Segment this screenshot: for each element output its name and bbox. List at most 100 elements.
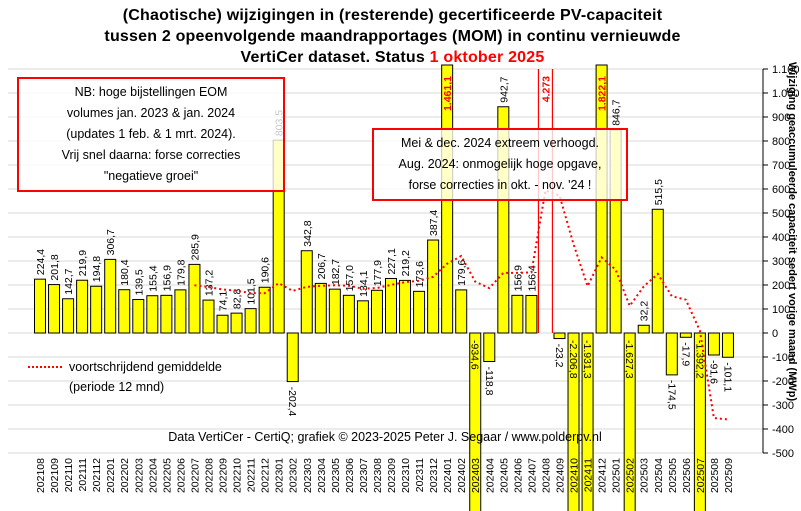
svg-text:202403: 202403: [470, 458, 482, 493]
svg-text:-1.627,3: -1.627,3: [623, 340, 635, 379]
svg-text:206,7: 206,7: [316, 253, 328, 279]
copyright-line: Data VertiCer - CertiQ; grafiek © 2023-2…: [168, 430, 602, 444]
chart-title-date: 1 oktober 2025: [429, 49, 545, 66]
svg-text:202212: 202212: [260, 458, 272, 493]
svg-text:202412: 202412: [597, 458, 609, 493]
svg-text:202411: 202411: [583, 458, 595, 492]
svg-text:Wijziging geaccumuleerde capac: Wijziging geaccumuleerde capaciteit sede…: [786, 62, 798, 401]
svg-text:-91,6: -91,6: [707, 360, 719, 384]
svg-text:202509: 202509: [723, 458, 735, 493]
svg-text:1.000: 1.000: [772, 88, 800, 100]
svg-text:173,6: 173,6: [414, 261, 426, 287]
svg-text:179,6: 179,6: [456, 259, 468, 285]
svg-text:202404: 202404: [484, 458, 496, 493]
svg-text:202303: 202303: [302, 458, 314, 493]
svg-text:227,1: 227,1: [386, 248, 398, 274]
svg-text:177,9: 177,9: [372, 260, 384, 286]
chart-title-line1: (Chaotische) wijzigingen in (resterende)…: [122, 7, 663, 24]
svg-text:182,7: 182,7: [330, 259, 342, 285]
svg-text:156,9: 156,9: [161, 265, 173, 291]
svg-text:-23,2: -23,2: [553, 344, 565, 368]
svg-text:179,8: 179,8: [175, 259, 187, 285]
svg-text:202305: 202305: [330, 458, 342, 493]
svg-text:-400: -400: [772, 424, 794, 436]
note-eom-line4: Vrij snel daarna: forse correcties: [61, 148, 241, 162]
svg-text:202111: 202111: [77, 458, 89, 492]
svg-text:202308: 202308: [372, 458, 384, 493]
svg-text:32,2: 32,2: [639, 301, 651, 322]
svg-text:202310: 202310: [400, 458, 412, 493]
note-2024-line2: Aug. 2024: onmogelijk hoge opgave,: [398, 157, 602, 171]
svg-text:134,1: 134,1: [358, 270, 370, 296]
svg-text:-101,1: -101,1: [721, 362, 733, 392]
note-2024-line3: forse correcties in okt. - nov. '24 !: [408, 178, 592, 192]
svg-text:387,4: 387,4: [428, 210, 440, 236]
note-2024-line1: Mei & dec. 2024 extreem verhoogd.: [400, 136, 600, 150]
svg-text:1.100: 1.100: [772, 64, 800, 76]
svg-text:100: 100: [772, 304, 790, 316]
svg-text:202108: 202108: [35, 458, 47, 493]
red-dotted-line-swatch: [28, 366, 62, 368]
svg-text:157,0: 157,0: [344, 265, 356, 291]
svg-text:219,9: 219,9: [77, 250, 89, 276]
svg-text:202406: 202406: [512, 458, 524, 493]
svg-text:180,4: 180,4: [119, 259, 131, 285]
chart-title-status: VertiCer dataset. Status: [240, 49, 430, 66]
svg-text:137,2: 137,2: [203, 270, 215, 296]
svg-text:-202,4: -202,4: [286, 387, 298, 417]
svg-text:202309: 202309: [386, 458, 398, 493]
note-eom-line3: (updates 1 feb. & 1 mrt. 2024).: [66, 127, 236, 141]
svg-text:202409: 202409: [554, 458, 566, 493]
chart-title: (Chaotische) wijzigingen in (resterende)…: [0, 5, 785, 68]
svg-text:202110: 202110: [63, 458, 75, 492]
svg-text:202307: 202307: [358, 458, 370, 493]
svg-text:-118,8: -118,8: [483, 367, 495, 396]
svg-text:202208: 202208: [203, 458, 215, 493]
svg-text:202109: 202109: [49, 458, 61, 493]
svg-text:202408: 202408: [540, 458, 552, 493]
svg-text:202202: 202202: [119, 458, 131, 493]
note-eom-line2: volumes jan. 2023 & jan. 2024: [66, 106, 236, 120]
svg-text:202204: 202204: [147, 458, 159, 493]
svg-text:224,4: 224,4: [35, 249, 47, 275]
svg-text:202410: 202410: [569, 458, 581, 493]
svg-text:202209: 202209: [218, 458, 230, 493]
svg-text:219,2: 219,2: [400, 250, 412, 276]
svg-text:101,5: 101,5: [246, 278, 258, 304]
svg-text:139,5: 139,5: [133, 269, 145, 295]
svg-text:82,8: 82,8: [232, 289, 244, 310]
svg-text:74,1: 74,1: [218, 291, 230, 312]
svg-text:202205: 202205: [161, 458, 173, 493]
svg-text:202306: 202306: [344, 458, 356, 493]
svg-text:155,4: 155,4: [147, 265, 159, 291]
svg-text:200: 200: [772, 280, 790, 292]
svg-text:202207: 202207: [189, 458, 201, 493]
svg-text:201,8: 201,8: [49, 254, 61, 280]
svg-text:202401: 202401: [442, 458, 454, 493]
svg-text:1.461,1: 1.461,1: [442, 76, 454, 111]
chart-title-line2: tussen 2 opeenvolgende maandrapportages …: [104, 28, 681, 45]
svg-text:202203: 202203: [133, 458, 145, 493]
svg-text:500: 500: [772, 208, 790, 220]
svg-text:600: 600: [772, 184, 790, 196]
svg-text:-200: -200: [772, 376, 794, 388]
svg-text:900: 900: [772, 112, 790, 124]
svg-text:202304: 202304: [316, 458, 328, 493]
legend-period: (periode 12 mnd): [69, 380, 165, 394]
note-box-eom: NB: hoge bijstellingen EOM volumes jan. …: [17, 77, 285, 192]
svg-text:156,9: 156,9: [512, 265, 524, 291]
svg-text:800: 800: [772, 136, 790, 148]
svg-text:202503: 202503: [639, 458, 651, 493]
svg-text:202504: 202504: [653, 458, 665, 493]
svg-text:202506: 202506: [681, 458, 693, 493]
svg-text:202508: 202508: [709, 458, 721, 493]
svg-text:202501: 202501: [611, 458, 623, 493]
svg-text:156,4: 156,4: [526, 265, 538, 291]
svg-text:190,6: 190,6: [260, 257, 272, 283]
legend-line1: voortschrijdend gemiddelde: [28, 357, 222, 377]
svg-text:202311: 202311: [414, 458, 426, 492]
svg-text:-2.206,8: -2.206,8: [567, 340, 579, 379]
svg-text:202312: 202312: [428, 458, 440, 493]
svg-text:342,8: 342,8: [302, 220, 314, 246]
svg-text:-934,6: -934,6: [469, 340, 481, 370]
